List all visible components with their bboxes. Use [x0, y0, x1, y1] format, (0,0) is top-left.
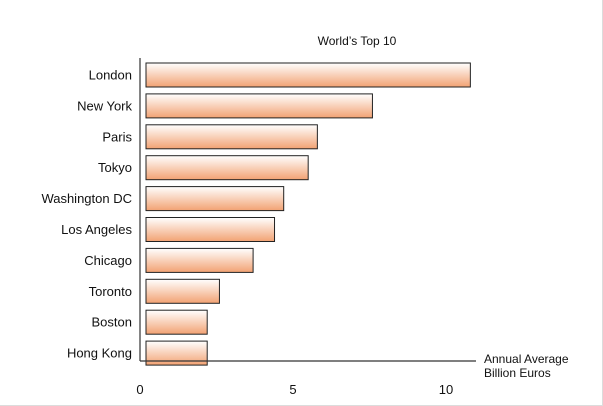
category-label: Washington DC — [41, 191, 132, 206]
bar-boston — [145, 309, 208, 335]
x-tick-labels: 0 5 10 — [136, 382, 453, 397]
x-axis-label-line1: Annual Average — [484, 352, 569, 366]
category-label: Tokyo — [98, 160, 132, 175]
category-label: Boston — [92, 315, 132, 330]
category-label: Toronto — [89, 284, 132, 299]
bar-new-york — [145, 93, 373, 119]
bar-los-angeles — [145, 217, 276, 242]
x-tick-label: 0 — [136, 382, 143, 397]
bar-chicago — [145, 247, 254, 273]
bar-washington-dc — [145, 186, 285, 212]
x-axis-label-line2: Billion Euros — [484, 366, 551, 380]
bar-london — [145, 62, 471, 88]
category-labels: London New York Paris Tokyo Washington DC Los… — [41, 68, 132, 361]
category-label: New York — [77, 98, 132, 113]
chart-title: World’s Top 10 — [318, 34, 397, 48]
category-label: Hong Kong — [67, 346, 132, 361]
category-label: Paris — [102, 129, 132, 144]
x-tick-label: 10 — [439, 382, 453, 397]
bar-toronto — [145, 278, 220, 304]
category-label: Chicago — [84, 253, 132, 268]
x-tick-label: 5 — [289, 382, 296, 397]
bar-paris — [145, 124, 318, 150]
bar-tokyo — [145, 155, 309, 181]
category-label: London — [89, 68, 132, 83]
category-label: Los Angeles — [61, 222, 132, 237]
bars-group — [145, 62, 471, 366]
